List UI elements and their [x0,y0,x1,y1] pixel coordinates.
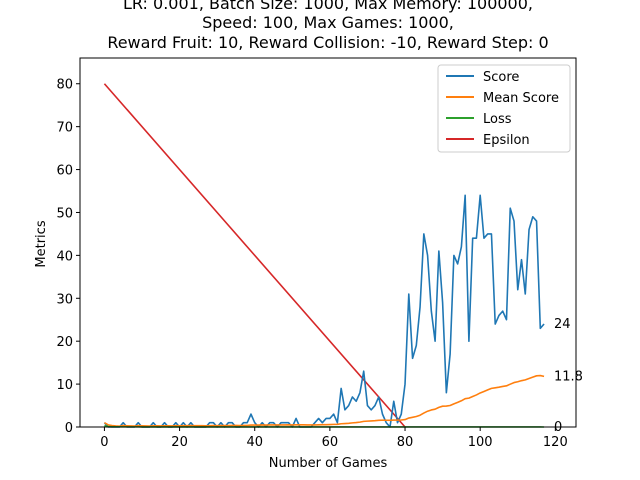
y-tick-label: 0 [65,421,73,436]
y-tick-label: 70 [56,121,73,136]
y-axis-label: Metrics [34,220,49,267]
plot-frame [79,57,577,428]
chart-title: LR: 0.001, Batch Size: 1000, Max Memory:… [107,0,548,52]
y-tick-label: 10 [56,378,73,393]
y-tick-label: 40 [56,249,73,264]
y-tick-label: 20 [56,335,73,350]
x-axis-ticks: 0 20 40 60 80 100 120 [100,427,568,450]
x-tick-label: 120 [543,435,568,450]
y-tick-label: 50 [56,206,73,221]
x-tick-label: 40 [246,435,263,450]
x-tick-label: 0 [100,435,108,450]
legend-label: Epsilon [483,133,530,148]
chart-title-line-2: Speed: 100, Max Games: 1000, [202,13,454,32]
series-line-score [103,194,545,428]
x-tick-label: 60 [322,435,339,450]
x-tick-label: 80 [397,435,414,450]
y-tick-label: 80 [56,78,73,93]
series-line-epsilon [103,83,406,428]
y-tick-label: 30 [56,292,73,307]
legend-label: Mean Score [483,91,559,106]
y-tick-label: 60 [56,164,73,179]
legend-label: Loss [483,112,512,127]
legend-label: Score [483,70,519,85]
x-axis-label: Number of Games [269,456,388,471]
series-line-mean-score [104,374,545,427]
end-value-label: 24 [554,317,571,332]
legend: Score Mean Score Loss Epsilon [437,64,571,153]
chart-title-line-3: Reward Fruit: 10, Reward Collision: -10,… [107,33,548,52]
x-tick-label: 100 [468,435,493,450]
y-axis-ticks: 0 10 20 30 40 50 60 70 80 [56,78,80,436]
end-value-labels: 24 11.8 0 [554,317,583,435]
x-tick-label: 20 [171,435,188,450]
end-value-label: 11.8 [554,369,583,384]
legend-box [437,64,571,153]
end-value-label: 0 [554,420,562,435]
chart-title-line-1: LR: 0.001, Batch Size: 1000, Max Memory:… [123,0,533,13]
